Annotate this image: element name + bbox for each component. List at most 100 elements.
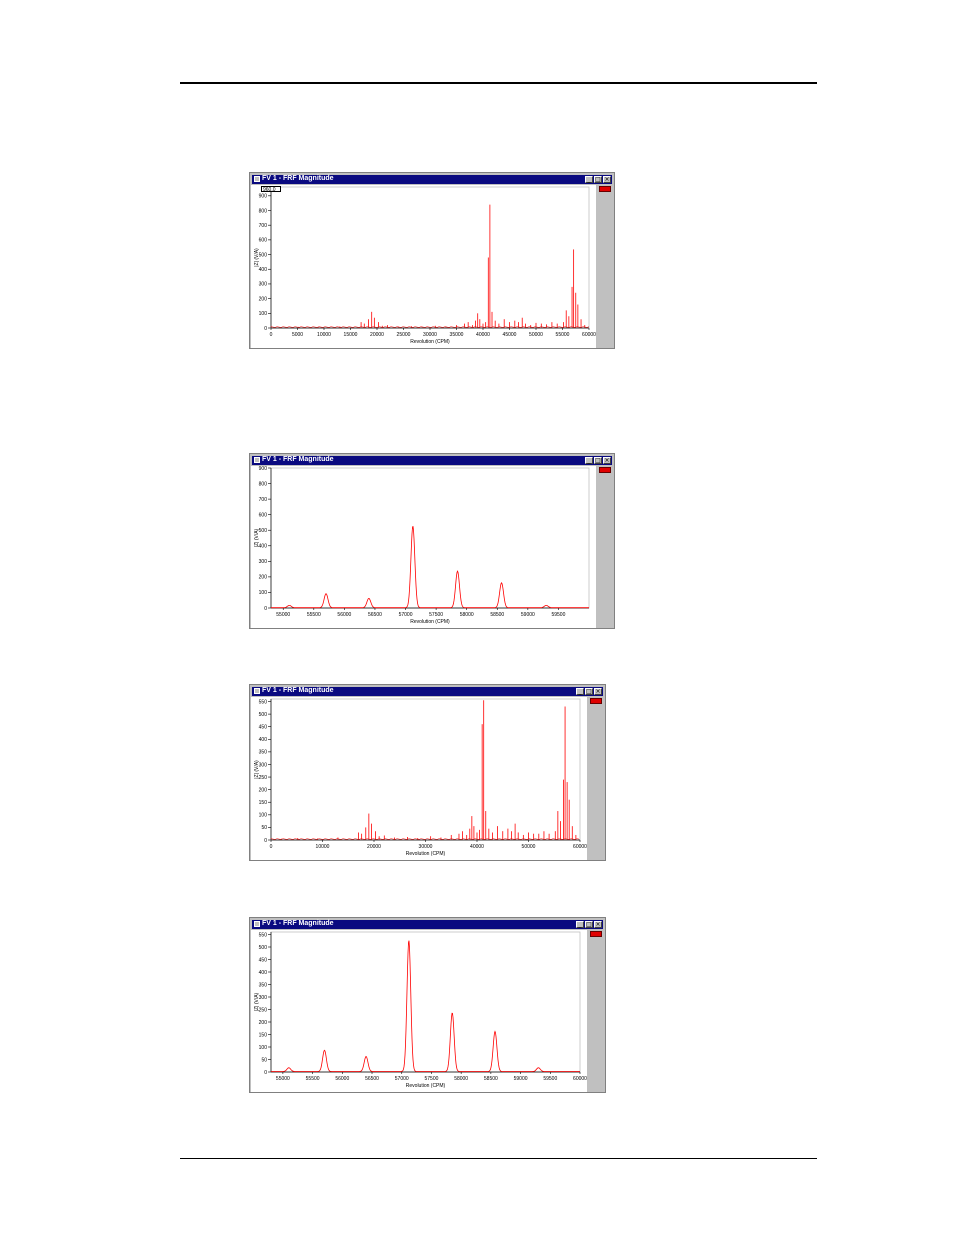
- y-axis-label: |Z| (V/A): [254, 992, 260, 1011]
- plot-area[interactable]: 0 100 200 300 400 500 600 700 800 900 55000 55500 56…: [251, 466, 596, 628]
- frf-chart: 0 50 100 150 200 250 300 350 400 450 500 550 0 10000 2…: [254, 698, 587, 857]
- x-tick-label: 55000: [276, 612, 290, 618]
- y-tick-label: 200: [259, 787, 268, 793]
- plot-area[interactable]: 0 100 200 300 400 500 600 700 800 900 0 5000 10000 15…: [251, 185, 596, 348]
- minimize-icon[interactable]: _: [576, 921, 584, 928]
- y-tick-label: 800: [259, 208, 268, 214]
- y-tick-label: 400: [259, 544, 268, 550]
- window-title: FV 1 - FRF Magnitude: [262, 456, 334, 463]
- y-axis-label: |Z| (V/A): [254, 528, 260, 547]
- y-tick-label: 300: [259, 995, 268, 1001]
- x-tick-label: 55000: [556, 332, 570, 338]
- y-tick-label: 0: [264, 606, 267, 612]
- x-tick-label: 30000: [419, 844, 433, 850]
- plot-area[interactable]: 0 50 100 150 200 250 300 350 400 450 500 550 0 10000 2…: [251, 697, 587, 860]
- close-icon[interactable]: ×: [603, 176, 611, 183]
- y-tick-label: 800: [259, 481, 268, 487]
- red-indicator-button[interactable]: [599, 467, 611, 473]
- y-axis-label: |Z| (V/A): [254, 248, 260, 267]
- window-app-icon: [254, 457, 260, 463]
- window-title-bar[interactable]: FV 1 - FRF Magnitude _ □ ×: [252, 456, 612, 465]
- close-icon[interactable]: ×: [594, 921, 602, 928]
- y-tick-label: 600: [259, 238, 268, 244]
- x-tick-label: 60000: [573, 1076, 587, 1082]
- window-title-bar[interactable]: FV 1 - FRF Magnitude _ □ ×: [252, 920, 603, 929]
- spectrum-curve: [271, 526, 589, 609]
- x-tick-label: 30000: [423, 332, 437, 338]
- y-tick-label: 350: [259, 750, 268, 756]
- x-tick-label: 0: [270, 844, 273, 850]
- window-title-bar[interactable]: FV 1 - FRF Magnitude _ □ ×: [252, 175, 612, 184]
- y-tick-label: 300: [259, 559, 268, 565]
- plot-frame: [270, 931, 581, 1073]
- x-tick-label: 5000: [292, 332, 303, 338]
- red-indicator-button[interactable]: [590, 931, 602, 937]
- close-icon[interactable]: ×: [594, 688, 602, 695]
- frf-window-4[interactable]: FV 1 - FRF Magnitude _ □ × 0 50 100 150 200 2…: [249, 917, 606, 1093]
- y-tick-label: 400: [259, 737, 268, 743]
- frf-chart: 0 100 200 300 400 500 600 700 800 900 55000 55500 56…: [254, 466, 590, 625]
- frf-window-1[interactable]: FV 1 - FRF Magnitude _ □ × 0 100 200 300 400…: [249, 172, 615, 349]
- x-axis-label: Revolution (CPM): [406, 851, 446, 857]
- x-tick-label: 59000: [521, 612, 535, 618]
- x-tick-label: 58000: [454, 1076, 468, 1082]
- maximize-icon[interactable]: □: [594, 176, 602, 183]
- y-tick-label: 500: [259, 712, 268, 718]
- window-app-icon: [254, 176, 260, 182]
- window-title: FV 1 - FRF Magnitude: [262, 687, 334, 694]
- y-tick-label: 400: [259, 267, 268, 273]
- x-tick-label: 58500: [490, 612, 504, 618]
- plot-frame: [270, 467, 590, 609]
- frf-window-3[interactable]: FV 1 - FRF Magnitude _ □ × 0 50 100 150 200 2…: [249, 684, 606, 861]
- y-tick-label: 150: [259, 800, 268, 806]
- maximize-icon[interactable]: □: [585, 688, 593, 695]
- minimize-icon[interactable]: _: [585, 457, 593, 464]
- x-tick-label: 56000: [335, 1076, 349, 1082]
- y-tick-label: 250: [259, 775, 268, 781]
- red-indicator-button[interactable]: [590, 698, 602, 704]
- x-tick-label: 57000: [399, 612, 413, 618]
- frf-chart: 0 50 100 150 200 250 300 350 400 450 500 550 55000 55…: [254, 931, 587, 1089]
- y-tick-label: 50: [261, 825, 267, 831]
- x-axis-label: Revolution (CPM): [410, 339, 450, 345]
- y-tick-label: 100: [259, 590, 268, 596]
- x-tick-label: 40000: [470, 844, 484, 850]
- y-tick-label: 700: [259, 497, 268, 503]
- x-tick-label: 59500: [543, 1076, 557, 1082]
- x-tick-label: 25000: [397, 332, 411, 338]
- plot-area[interactable]: 0 50 100 150 200 250 300 350 400 450 500 550 55000 55…: [251, 930, 587, 1092]
- close-icon[interactable]: ×: [603, 457, 611, 464]
- y-tick-label: 250: [259, 1007, 268, 1013]
- window-title: FV 1 - FRF Magnitude: [262, 920, 334, 927]
- y-tick-label: 300: [259, 762, 268, 768]
- minimize-icon[interactable]: _: [576, 688, 584, 695]
- maximize-icon[interactable]: □: [594, 457, 602, 464]
- spectrum-curve: [271, 940, 580, 1072]
- x-tick-label: 15000: [344, 332, 358, 338]
- x-tick-label: 20000: [370, 332, 384, 338]
- window-title-bar[interactable]: FV 1 - FRF Magnitude _ □ ×: [252, 687, 603, 696]
- x-tick-label: 55000: [276, 1076, 290, 1082]
- x-tick-label: 59000: [514, 1076, 528, 1082]
- maximize-icon[interactable]: □: [585, 921, 593, 928]
- y-tick-label: 400: [259, 970, 268, 976]
- minimize-icon[interactable]: _: [585, 176, 593, 183]
- y-tick-label: 200: [259, 296, 268, 302]
- frf-window-2[interactable]: FV 1 - FRF Magnitude _ □ × 0 100 200 300 400…: [249, 453, 615, 629]
- y-tick-label: 900: [259, 194, 268, 200]
- y-tick-label: 200: [259, 1020, 268, 1026]
- x-tick-label: 35000: [450, 332, 464, 338]
- x-tick-label: 57000: [395, 1076, 409, 1082]
- y-tick-label: 550: [259, 932, 268, 938]
- x-tick-label: 59500: [551, 612, 565, 618]
- window-app-icon: [254, 921, 260, 927]
- red-indicator-button[interactable]: [599, 186, 611, 192]
- window-title: FV 1 - FRF Magnitude: [262, 175, 334, 182]
- x-tick-label: 55500: [306, 1076, 320, 1082]
- y-axis-label: |Z| (V/A): [254, 760, 260, 779]
- y-tick-label: 450: [259, 957, 268, 963]
- x-tick-label: 57500: [424, 1076, 438, 1082]
- y-tick-label: 150: [259, 1032, 268, 1038]
- cursor-readout: 960.0: [261, 186, 281, 193]
- plot-frame: [270, 186, 590, 329]
